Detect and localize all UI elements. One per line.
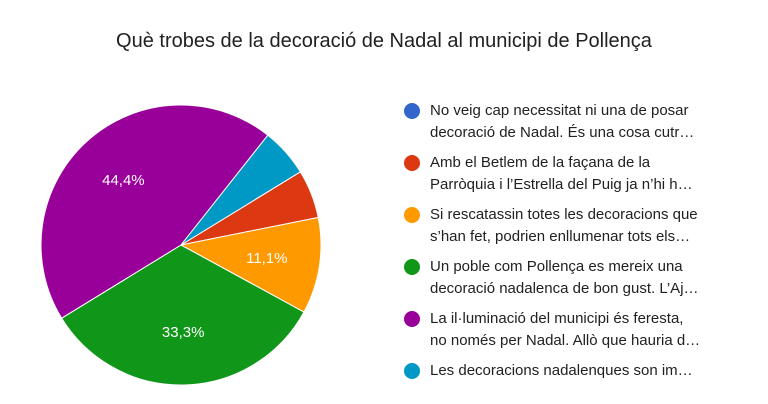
- legend-item-0: No veig cap necessitat ni una de posar de…: [404, 100, 754, 144]
- legend-item-1: Amb el Betlem de la façana de la Parròqui…: [404, 152, 754, 196]
- legend-label-line: decoració de Nadal. És una cosa cutr…: [430, 124, 695, 141]
- legend-item-3: Un poble com Pollença es mereix una decor…: [404, 256, 754, 300]
- legend-label-line: Si rescatassin totes les decoracions que: [430, 206, 698, 223]
- pie-slice-4: [40, 104, 269, 319]
- chart-title: Què trobes de la decoració de Nadal al m…: [116, 30, 652, 52]
- legend-label-5: Les decoracions nadalenques son im…: [430, 360, 740, 382]
- legend-label-0: No veig cap necessitat ni una de posar de…: [430, 100, 740, 144]
- slice-percent-label-4: 44,4%: [102, 172, 145, 189]
- legend-swatch-1: [404, 155, 420, 171]
- legend-swatch-5: [404, 363, 420, 379]
- legend-item-5: Les decoracions nadalenques son im…: [404, 360, 754, 382]
- legend-label-1: Amb el Betlem de la façana de la Parròqui…: [430, 152, 740, 196]
- legend-label-line: La il·luminació del municipi és feresta,: [430, 310, 684, 327]
- legend-swatch-2: [404, 207, 420, 223]
- legend-label-line: decoració nadalenca de bon gust. L’Aj…: [430, 280, 699, 297]
- legend-label-line: No veig cap necessitat ni una de posar: [430, 102, 689, 119]
- legend-label-2: Si rescatassin totes les decoracions que…: [430, 204, 740, 248]
- legend-item-4: La il·luminació del municipi és feresta,…: [404, 308, 754, 352]
- chart-legend: No veig cap necessitat ni una de posar de…: [404, 100, 754, 390]
- legend-label-line: Parròquia i l’Estrella del Puig ja n’hi …: [430, 176, 693, 193]
- pie-slice-5: [180, 134, 302, 246]
- pie-slice-3: [60, 244, 305, 386]
- legend-swatch-0: [404, 103, 420, 119]
- legend-label-line: Les decoracions nadalenques son im…: [430, 362, 693, 379]
- legend-label-4: La il·luminació del municipi és feresta,…: [430, 308, 740, 352]
- legend-label-line: Un poble com Pollença es mereix una: [430, 258, 683, 275]
- legend-label-3: Un poble com Pollença es mereix una decor…: [430, 256, 740, 300]
- pie-slice-2: [179, 216, 322, 313]
- slice-percent-label-3: 33,3%: [162, 324, 205, 341]
- legend-label-line: Amb el Betlem de la façana de la: [430, 154, 651, 171]
- legend-swatch-3: [404, 259, 420, 275]
- legend-item-2: Si rescatassin totes les decoracions que…: [404, 204, 754, 248]
- legend-swatch-4: [404, 311, 420, 327]
- legend-label-line: no només per Nadal. Allò que hauria d…: [430, 332, 701, 349]
- slice-percent-label-2: 11,1%: [246, 250, 287, 267]
- legend-label-line: s’han fet, podrien enllumenar tots els…: [430, 228, 691, 245]
